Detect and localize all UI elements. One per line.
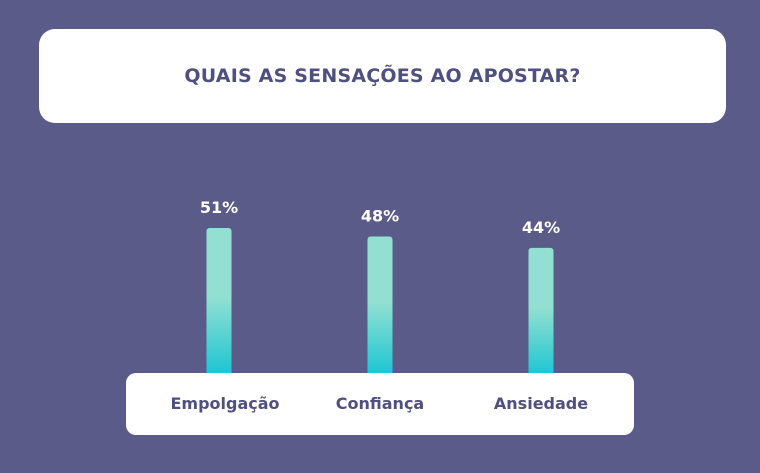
category-label-2: Confiança <box>335 394 425 413</box>
category-label-3: Ansiedade <box>493 394 589 413</box>
bar-1 <box>206 228 232 381</box>
chart-title: QUAIS AS SENSAÇÕES AO APOSTAR? <box>184 65 581 87</box>
value-labels-group: 51% 48% 44% <box>200 198 560 237</box>
category-axis-card: Empolgação Confiança Ansiedade <box>126 373 634 435</box>
value-label-1: 51% <box>200 198 238 217</box>
category-label-1: Empolgação <box>170 394 280 413</box>
bar-3 <box>528 247 554 381</box>
value-label-2: 48% <box>361 207 399 226</box>
bar-2 <box>367 236 393 381</box>
chart-title-card: QUAIS AS SENSAÇÕES AO APOSTAR? <box>39 29 726 123</box>
value-label-3: 44% <box>522 218 560 237</box>
bars-group <box>206 228 554 381</box>
